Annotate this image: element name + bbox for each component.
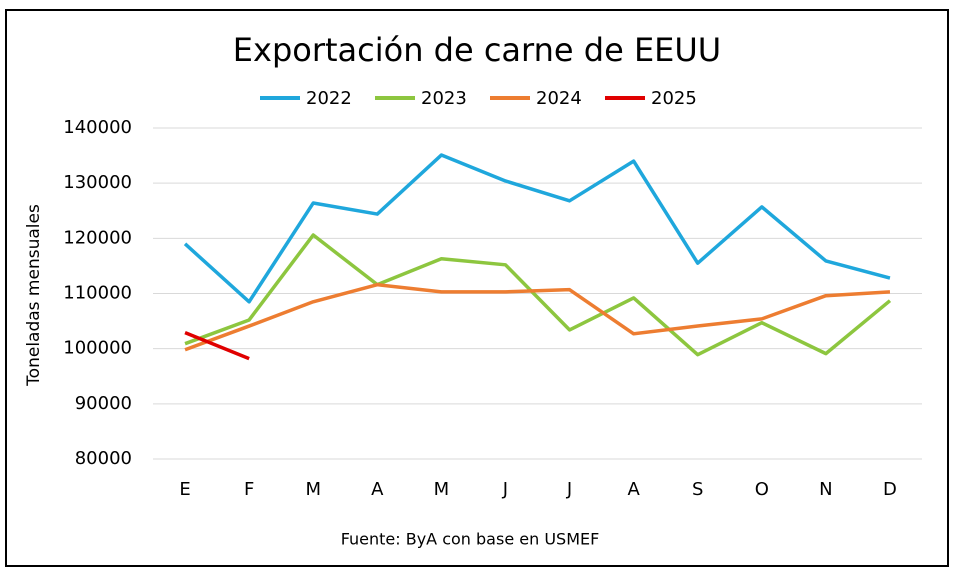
series-line <box>184 331 250 361</box>
series-line <box>184 282 891 352</box>
y-tick-label: 90000 <box>75 393 132 414</box>
source: Fuente: ByA con base en USMEF <box>341 530 600 549</box>
x-tick-label: F <box>244 479 254 500</box>
x-tick-label: D <box>883 479 897 500</box>
x-tick-label: J <box>566 479 572 500</box>
legend-label: 2022 <box>306 88 352 109</box>
y-tick-label: 110000 <box>63 283 132 304</box>
y-axis-label: Toneladas mensuales <box>24 204 44 387</box>
series-line <box>184 233 892 357</box>
x-tick-label: N <box>819 479 832 500</box>
x-tick-label: A <box>627 479 640 500</box>
x-tick-label: O <box>755 479 769 500</box>
y-tick-label: 120000 <box>63 227 132 248</box>
legend-label: 2023 <box>421 88 467 109</box>
y-tick-label: 80000 <box>75 448 132 469</box>
y-tick-label: 130000 <box>63 172 132 193</box>
y-tick-label: 100000 <box>63 338 132 359</box>
x-tick-label: S <box>692 479 703 500</box>
x-tick-label: E <box>179 479 190 500</box>
chart-title: Exportación de carne de EEUU <box>233 31 721 69</box>
x-tick-label: A <box>371 479 384 500</box>
x-tick-label: M <box>305 479 321 500</box>
x-tick-label: J <box>502 479 508 500</box>
x-tick-label: M <box>434 479 450 500</box>
frame <box>5 9 949 567</box>
legend-label: 2025 <box>651 88 697 109</box>
series-line <box>183 153 891 304</box>
legend-label: 2024 <box>536 88 582 109</box>
y-tick-label: 140000 <box>63 117 132 138</box>
